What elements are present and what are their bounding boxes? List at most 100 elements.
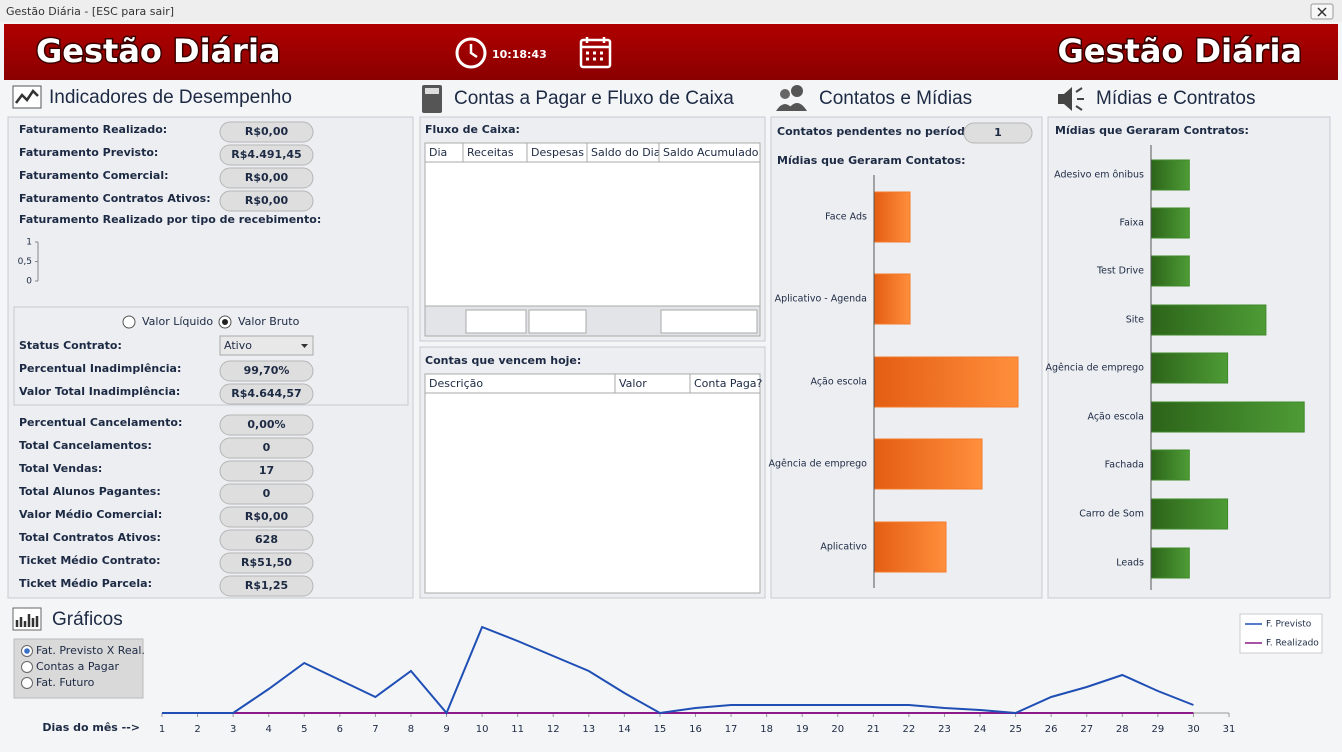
bar [873,273,911,325]
column-header[interactable]: Saldo do Dia [591,146,660,159]
kpi-value: R$4.644,57 [231,387,301,400]
kpi-label: Total Alunos Pagantes: [19,485,161,498]
x-tick-label: 11 [511,724,524,735]
kpi-label: Total Contratos Ativos: [19,531,161,544]
bar-label: Agência de emprego [768,459,867,470]
kpi-value-box [219,167,314,189]
column-header[interactable]: Receitas [467,146,514,159]
kpi-value-box [219,483,314,505]
column-header[interactable]: Valor [619,377,647,390]
column-header[interactable]: Saldo Acumulado [663,146,759,159]
kpi-value: R$0,00 [245,194,289,207]
y-tick-label: 1 [26,238,32,248]
performance-icon [12,85,42,109]
legend [1239,613,1323,654]
bar [1150,207,1190,239]
bar-label: Aplicativo - Agenda [775,294,867,305]
radio-button[interactable] [122,315,136,329]
kpi-value: R$1,25 [245,579,288,592]
section-title: Contatos e Mídias [819,88,972,109]
close-icon [1317,7,1327,17]
bar-label: Site [1126,315,1144,326]
calculator-screen [425,88,439,94]
kpi-label: Valor Médio Comercial: [19,508,162,521]
kpi-value-box [219,383,314,405]
radio-label: Valor Bruto [238,315,300,328]
column-header[interactable]: Descrição [429,377,483,390]
status-label: Status Contrato: [19,339,122,352]
column-header[interactable]: Conta Paga? [694,377,763,390]
x-tick-label: 16 [689,724,702,735]
chart-title: Faturamento Realizado por tipo de recebi… [19,213,321,226]
clock-hands [469,44,478,59]
kpi-value-box [219,575,314,597]
speaker-waves [1075,87,1084,111]
kpi-label: Faturamento Contratos Ativos: [19,192,211,205]
kpi-value: 99,70% [244,364,290,377]
x-tick-label: 26 [1045,724,1058,735]
kpi-value: R$0,00 [245,171,289,184]
column-header[interactable]: Dia [429,146,447,159]
x-tick-label: 31 [1223,724,1236,735]
x-tick-label: 13 [582,724,595,735]
x-tick-label: 24 [974,724,987,735]
chart-title: Mídias que Geraram Contratos: [1055,124,1249,137]
chart-title: Mídias que Geraram Contatos: [777,154,966,167]
bar-label: Test Drive [1096,266,1144,277]
calendar-icon[interactable] [579,38,612,69]
table [424,142,761,307]
speaker-icon [1058,87,1072,111]
kpi-label: Faturamento Previsto: [19,146,158,159]
x-tick-label: 21 [867,724,880,735]
status-select[interactable] [219,335,314,356]
bar-label: Face Ads [825,212,867,223]
bar [1150,352,1229,384]
kpi-label: Faturamento Realizado: [19,123,167,136]
x-tick-label: 9 [443,724,449,735]
clock-icon [455,37,487,69]
kpi-value: 0 [263,487,271,500]
radio-label: Fat. Futuro [36,676,95,689]
x-tick-label: 29 [1151,724,1164,735]
pending-value-box [963,122,1033,144]
legend-label: F. Previsto [1266,620,1312,630]
x-tick-label: 6 [337,724,343,735]
footer-cell [465,309,527,334]
kpi-value-box [219,360,314,382]
x-tick-label: 25 [1009,724,1022,735]
bar-label: Agência de emprego [1045,363,1144,374]
kpi-value: 0,00% [247,418,285,431]
footer-cell [660,309,758,334]
bar [873,191,911,243]
bar [873,438,983,490]
bar [1150,304,1267,336]
x-axis-label: Dias do mês --> [42,721,140,734]
header-bar [4,24,1338,80]
x-tick-label: 3 [230,724,236,735]
table-label: Fluxo de Caixa: [425,123,520,136]
kpi-value: R$0,00 [245,510,289,523]
calendar-rings [581,37,610,49]
column-header[interactable]: Despesas [531,146,584,159]
bar [1150,547,1190,579]
legend-label: F. Realizado [1266,639,1319,649]
x-tick-label: 5 [301,724,307,735]
radio-button[interactable] [21,677,33,689]
header-title-left: Gestão Diária [36,32,281,70]
bar [1150,498,1229,530]
kpi-label: Percentual Inadimplência: [19,362,181,375]
kpi-value: R$0,00 [245,125,289,138]
kpi-value-box [219,414,314,436]
window-title: Gestão Diária - [ESC para sair] [6,5,174,18]
section-title: Mídias e Contratos [1096,88,1255,109]
x-tick-label: 2 [194,724,200,735]
x-tick-label: 27 [1080,724,1093,735]
radio-button[interactable] [21,661,33,673]
radio-label: Fat. Previsto X Real. [36,644,145,657]
bar-label: Adesivo em ônibus [1054,170,1144,181]
radio-dot [24,648,30,654]
x-tick-label: 28 [1116,724,1129,735]
x-tick-label: 15 [654,724,667,735]
contacts-icon [791,85,803,97]
x-tick-label: 18 [760,724,773,735]
